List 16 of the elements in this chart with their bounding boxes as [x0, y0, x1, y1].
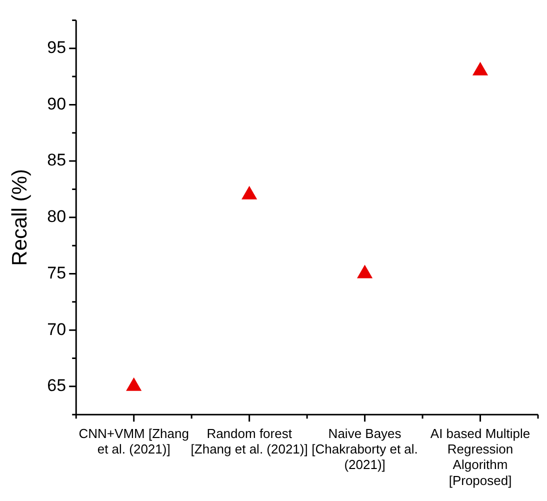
y-tick-label: 70 [47, 320, 66, 339]
point [126, 377, 142, 391]
x-tick-label: Random forest [Zhang et al. (2021)] [190, 426, 308, 457]
y-tick-label: 95 [47, 38, 66, 58]
x-tick-label: Naive Bayes [Chakraborty et al. (2021)] [312, 426, 418, 472]
y-tick-label: 85 [47, 150, 66, 170]
y-axis-title: Recall (%) [8, 168, 32, 266]
y-tick-label: 75 [47, 263, 66, 282]
x-tick-label: CNN+VMM [Zhang et al. (2021)] [78, 426, 189, 457]
y-tick-label: 65 [47, 376, 66, 396]
point [242, 186, 258, 200]
x-tick-label: AI based Multiple Regression Algorithm [Proposed] [430, 426, 530, 488]
y-tick-label: 80 [47, 207, 66, 226]
point [472, 62, 488, 76]
point [356, 264, 373, 278]
y-tick-label: 90 [47, 94, 66, 114]
